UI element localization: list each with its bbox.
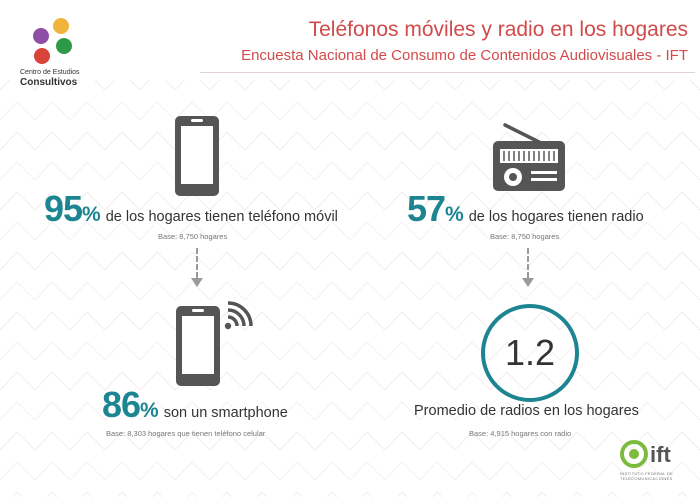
- page-subtitle: Encuesta Nacional de Consumo de Contenid…: [241, 47, 688, 64]
- stat-unit: %: [82, 203, 101, 226]
- ift-logo: ift INSTITUTO FEDERAL DE TELECOMUNICACIO…: [620, 438, 690, 488]
- stat-text: de los hogares tienen teléfono móvil: [105, 209, 338, 225]
- stat-text: son un smartphone: [163, 405, 288, 421]
- ift-small-line1: INSTITUTO FEDERAL DE: [620, 471, 674, 476]
- average-value: 1.2: [504, 332, 556, 373]
- stat-value: 57: [407, 188, 446, 229]
- stat-base: Base: 8,750 hogares: [158, 232, 228, 241]
- stat-unit: %: [445, 203, 464, 226]
- arrow-down-left-head: [191, 278, 203, 287]
- logo-line2: Consultivos: [20, 77, 78, 88]
- stat-smartphone: 86% son un smartphone: [102, 384, 288, 426]
- stat-value: 86: [102, 384, 141, 425]
- ift-text: ift: [650, 442, 671, 467]
- stat-value: 95: [44, 188, 83, 229]
- average-circle: 1.2: [481, 304, 579, 402]
- mobile-phone-icon: [175, 116, 219, 196]
- arrow-down-right: [527, 248, 529, 278]
- stat-base: Base: 8,750 hogares: [490, 232, 560, 241]
- arrow-down-right-head: [522, 278, 534, 287]
- ift-swirl-icon: [620, 440, 648, 468]
- smartphone-wifi-icon: [176, 301, 253, 386]
- logo-line1: Centro de Estudios: [20, 69, 80, 76]
- header-divider: [200, 72, 695, 73]
- average-base: Base: 4,915 hogares con radio: [469, 429, 572, 438]
- stat-base: Base: 8,303 hogares que tienen teléfono …: [106, 429, 266, 438]
- logo-dot-yellow: [53, 18, 69, 34]
- stat-text: de los hogares tienen radio: [468, 209, 644, 225]
- average-label: Promedio de radios en los hogares: [414, 403, 639, 419]
- logo: Centro de Estudios Consultivos: [20, 16, 100, 88]
- stat-mobile-phone: 95% de los hogares tienen teléfono móvil: [44, 188, 338, 230]
- logo-dot-red: [34, 48, 50, 64]
- radio-icon: [493, 123, 565, 191]
- stat-unit: %: [140, 399, 159, 422]
- ift-small-line2: TELECOMUNICACIONES: [620, 476, 673, 481]
- logo-dot-purple: [33, 28, 49, 44]
- page-title: Teléfonos móviles y radio en los hogares: [308, 18, 688, 41]
- logo-dot-green: [56, 38, 72, 54]
- arrow-down-left: [196, 248, 198, 278]
- stat-radio: 57% de los hogares tienen radio: [407, 188, 644, 230]
